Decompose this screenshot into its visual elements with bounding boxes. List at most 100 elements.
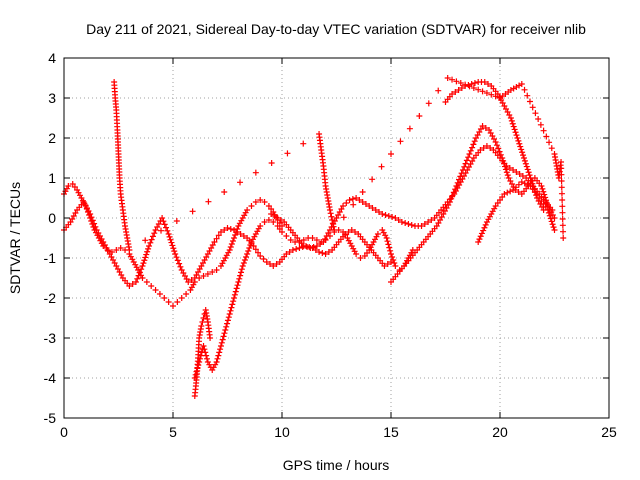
plot-frame xyxy=(63,57,610,419)
data-point xyxy=(235,279,242,285)
data-point xyxy=(383,235,390,241)
data-point xyxy=(113,247,120,253)
data-point xyxy=(178,295,185,301)
data-point xyxy=(532,110,539,117)
data-point xyxy=(88,214,95,221)
data-point xyxy=(350,201,357,208)
data-point xyxy=(307,245,314,251)
data-point xyxy=(257,223,264,229)
series-track-8 xyxy=(111,75,567,253)
data-point xyxy=(477,233,484,240)
data-point xyxy=(444,75,451,81)
data-point xyxy=(359,189,366,195)
data-point xyxy=(172,251,179,257)
data-point xyxy=(385,213,392,219)
data-point xyxy=(558,171,565,178)
data-point xyxy=(177,263,184,270)
data-point xyxy=(381,263,388,269)
data-point xyxy=(239,263,246,269)
data-point xyxy=(159,215,166,221)
data-point xyxy=(520,152,527,159)
data-point xyxy=(359,199,366,205)
data-point xyxy=(147,239,154,246)
data-point xyxy=(300,237,307,243)
data-point xyxy=(477,147,484,153)
data-point xyxy=(559,209,566,216)
data-point xyxy=(501,191,508,197)
data-point xyxy=(382,212,389,218)
data-point xyxy=(270,219,277,225)
data-point xyxy=(541,191,548,198)
data-point xyxy=(558,190,565,197)
data-point xyxy=(171,248,178,255)
x-tick-label: 25 xyxy=(601,424,617,440)
data-point xyxy=(244,207,251,213)
data-point xyxy=(558,165,565,172)
data-point xyxy=(537,121,544,128)
data-point xyxy=(559,222,566,229)
data-point xyxy=(149,233,156,240)
data-point xyxy=(260,256,267,262)
data-point xyxy=(245,248,252,254)
data-point xyxy=(296,245,303,251)
data-point xyxy=(283,251,290,257)
data-point xyxy=(362,201,369,207)
data-point xyxy=(495,145,502,152)
data-point xyxy=(353,251,360,257)
data-point xyxy=(310,244,317,250)
data-point xyxy=(248,203,255,209)
data-point xyxy=(481,224,488,231)
data-point xyxy=(183,291,190,297)
data-point xyxy=(223,323,230,330)
y-tick-label: 1 xyxy=(48,170,56,186)
data-point xyxy=(173,218,180,224)
data-point xyxy=(240,233,247,239)
data-point xyxy=(65,183,72,189)
data-point xyxy=(475,86,482,93)
data-point xyxy=(217,343,224,349)
data-point xyxy=(483,143,490,149)
data-point xyxy=(455,87,462,93)
data-point xyxy=(244,251,251,257)
data-point xyxy=(453,183,460,189)
data-point xyxy=(515,189,522,195)
data-point xyxy=(174,299,181,305)
data-point xyxy=(514,135,521,141)
data-point xyxy=(268,211,275,217)
data-point xyxy=(152,287,159,293)
data-point xyxy=(449,192,456,199)
data-point xyxy=(516,140,523,147)
data-point xyxy=(270,263,277,269)
data-point xyxy=(392,263,399,269)
data-point xyxy=(515,181,522,188)
data-point xyxy=(392,215,399,221)
data-point xyxy=(287,237,294,243)
data-point xyxy=(527,175,534,181)
data-point xyxy=(538,183,545,189)
data-point xyxy=(261,199,268,205)
data-point xyxy=(327,210,334,217)
data-point xyxy=(386,244,393,251)
data-point xyxy=(457,80,464,86)
data-point xyxy=(456,176,463,183)
data-point xyxy=(257,197,264,203)
data-point xyxy=(548,218,555,225)
data-point xyxy=(300,243,307,249)
data-point xyxy=(446,199,453,205)
data-point xyxy=(214,355,221,362)
data-point xyxy=(261,219,268,225)
data-point xyxy=(284,150,291,157)
data-point xyxy=(526,98,533,105)
data-point xyxy=(488,91,495,98)
data-point xyxy=(372,207,379,213)
data-point xyxy=(560,228,567,235)
data-point xyxy=(126,283,133,289)
data-point xyxy=(509,120,516,127)
data-point xyxy=(421,221,428,227)
data-point xyxy=(549,221,556,228)
data-point xyxy=(449,76,456,83)
data-point xyxy=(543,133,550,140)
data-point xyxy=(540,127,547,134)
data-point xyxy=(522,160,529,167)
